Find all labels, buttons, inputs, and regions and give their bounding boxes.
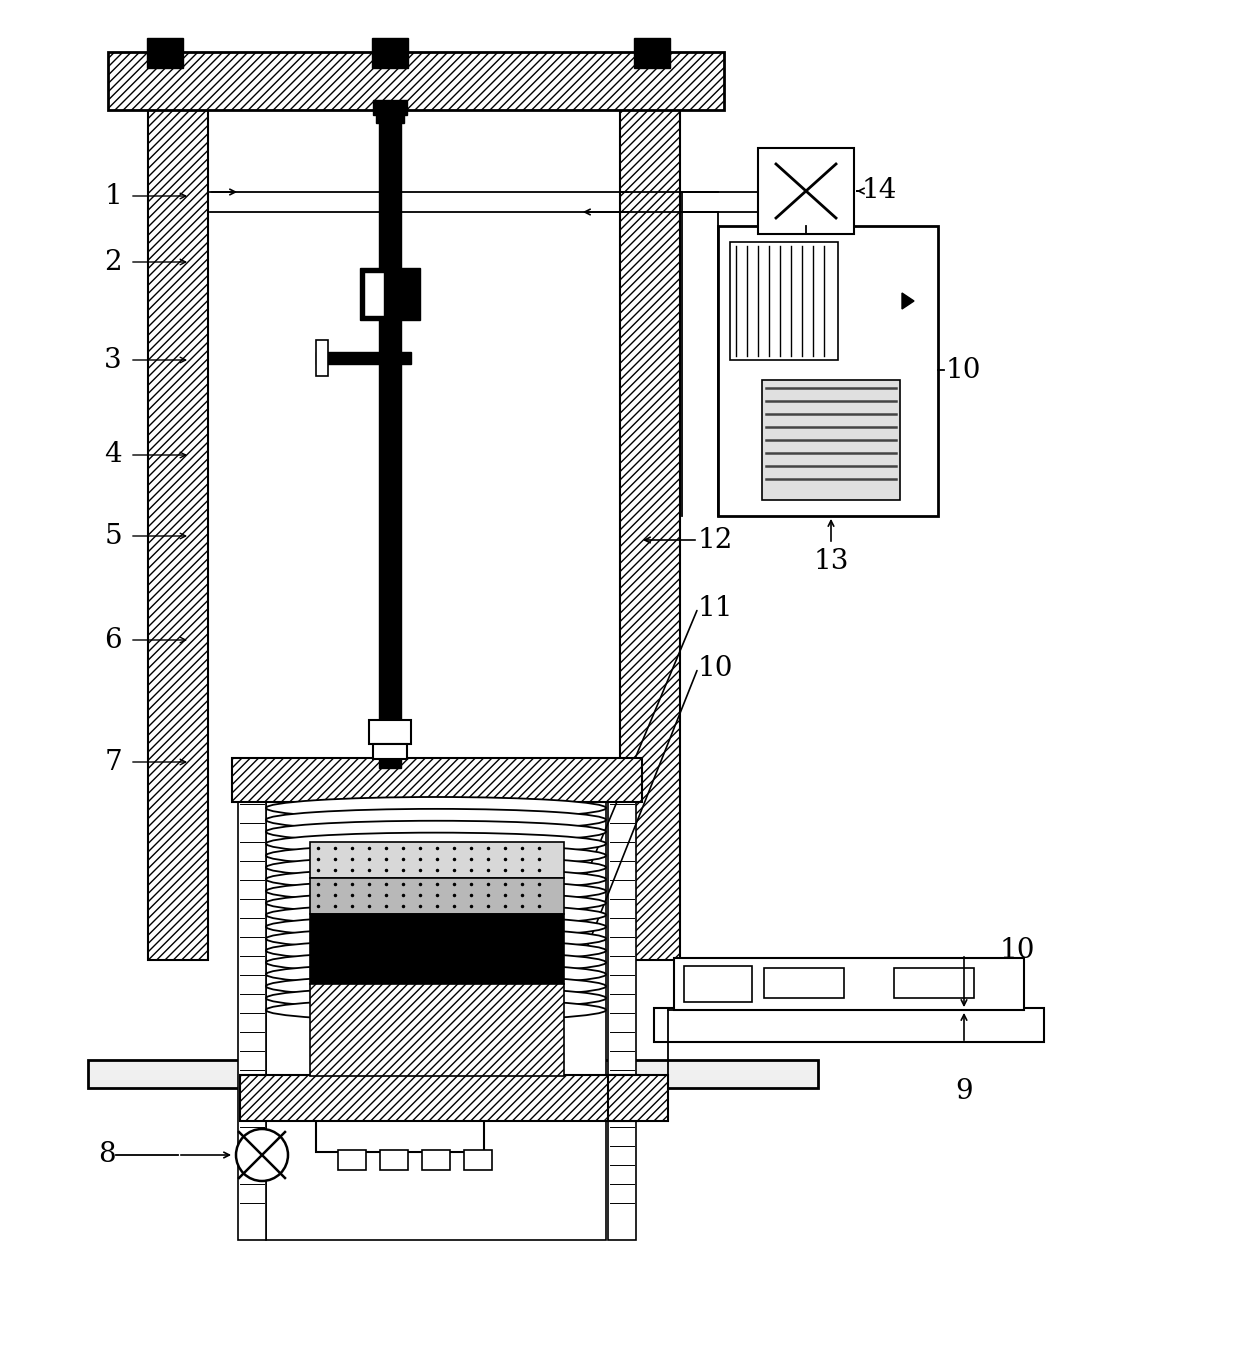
- Bar: [108, 52, 724, 110]
- Ellipse shape: [267, 820, 606, 842]
- Ellipse shape: [267, 951, 606, 974]
- Bar: [148, 110, 208, 960]
- Bar: [608, 800, 636, 1240]
- Ellipse shape: [267, 916, 606, 938]
- Bar: [241, 1076, 639, 1121]
- Bar: [894, 969, 973, 997]
- Text: 8: 8: [98, 1142, 117, 1169]
- Text: 10: 10: [999, 937, 1035, 963]
- Ellipse shape: [267, 975, 606, 997]
- Bar: [267, 800, 606, 1240]
- Ellipse shape: [267, 845, 606, 867]
- Text: 6: 6: [104, 627, 122, 653]
- Text: 7: 7: [104, 749, 122, 775]
- Ellipse shape: [267, 833, 606, 855]
- Text: 12: 12: [698, 527, 733, 553]
- Bar: [675, 958, 1024, 1010]
- Text: 5: 5: [104, 523, 122, 550]
- Ellipse shape: [267, 927, 606, 949]
- Bar: [310, 878, 564, 914]
- Bar: [316, 340, 329, 376]
- Bar: [339, 1150, 366, 1170]
- Ellipse shape: [267, 809, 606, 831]
- Text: 3: 3: [104, 347, 122, 373]
- Text: 4: 4: [104, 442, 122, 468]
- Bar: [372, 38, 408, 69]
- Bar: [422, 1150, 450, 1170]
- Ellipse shape: [267, 904, 606, 926]
- Bar: [379, 1150, 408, 1170]
- Polygon shape: [901, 294, 914, 309]
- Bar: [764, 969, 844, 997]
- Bar: [310, 984, 564, 1076]
- Bar: [360, 268, 420, 320]
- Bar: [316, 353, 410, 364]
- Ellipse shape: [267, 999, 606, 1021]
- Bar: [608, 1076, 668, 1121]
- Text: 10: 10: [698, 654, 734, 682]
- Bar: [148, 38, 184, 69]
- Bar: [310, 842, 564, 878]
- Bar: [365, 272, 384, 316]
- Bar: [316, 1120, 484, 1152]
- Bar: [88, 1061, 818, 1088]
- Bar: [758, 148, 854, 235]
- Text: 14: 14: [862, 177, 898, 204]
- Bar: [620, 110, 680, 960]
- Bar: [634, 38, 670, 69]
- Bar: [379, 108, 401, 768]
- Text: 13: 13: [813, 547, 848, 575]
- Bar: [464, 1150, 492, 1170]
- Ellipse shape: [267, 856, 606, 878]
- Bar: [373, 100, 407, 115]
- Circle shape: [236, 1129, 288, 1181]
- Bar: [376, 108, 404, 123]
- Ellipse shape: [267, 986, 606, 1010]
- Ellipse shape: [267, 963, 606, 985]
- Ellipse shape: [267, 868, 606, 890]
- Text: 9: 9: [955, 1078, 973, 1104]
- Text: 10: 10: [946, 357, 982, 384]
- Bar: [718, 226, 937, 516]
- Ellipse shape: [267, 940, 606, 962]
- Bar: [653, 1008, 1044, 1041]
- Bar: [373, 744, 407, 759]
- Ellipse shape: [267, 881, 606, 903]
- Bar: [238, 800, 267, 1240]
- Bar: [370, 720, 410, 744]
- Text: 1: 1: [104, 182, 122, 210]
- Ellipse shape: [267, 892, 606, 914]
- Bar: [730, 241, 838, 359]
- Bar: [684, 966, 751, 1002]
- Text: 2: 2: [104, 248, 122, 276]
- Ellipse shape: [267, 797, 606, 819]
- Bar: [310, 914, 564, 984]
- Bar: [763, 380, 900, 499]
- Text: 11: 11: [698, 594, 734, 622]
- Bar: [232, 757, 642, 803]
